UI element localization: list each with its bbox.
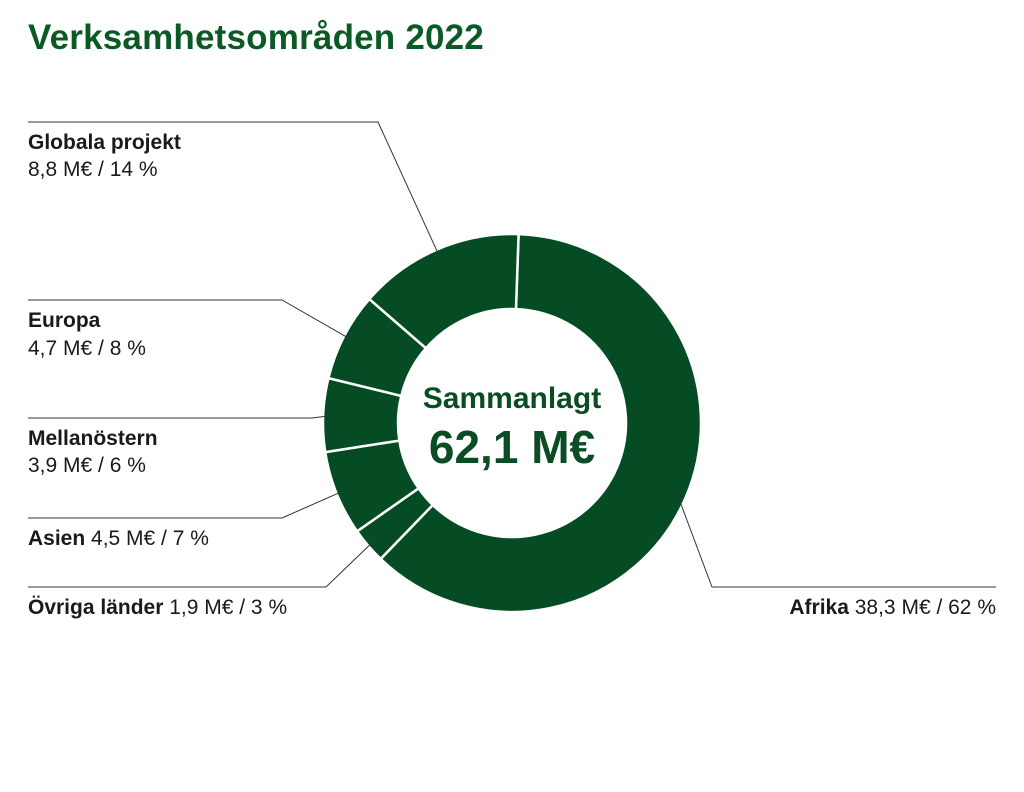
slice-name-5: Globala projekt [28, 131, 181, 154]
leader-line-0 [676, 492, 996, 588]
slice-value-0: 38,3 M€ / 62 % [849, 596, 996, 619]
slice-label-0: Afrika 38,3 M€ / 62 % [789, 596, 996, 619]
donut-slices [321, 232, 703, 614]
slice-name-1: Övriga länder [28, 596, 163, 619]
slice-5 [367, 232, 520, 350]
slice-value-1: 1,9 M€ / 3 % [163, 596, 287, 619]
slice-name-0: Afrika [789, 596, 849, 619]
slice-0 [378, 232, 703, 614]
leader-line-3 [28, 414, 334, 419]
slice-value-3: 3,9 M€ / 6 % [28, 454, 146, 477]
leader-line-4 [28, 299, 354, 342]
slice-value-4: 4,7 M€ / 8 % [28, 337, 146, 360]
slice-name-4: Europa [28, 309, 101, 332]
slice-value-2: 4,5 M€ / 7 % [85, 527, 209, 550]
leader-line-2 [28, 489, 347, 519]
slice-label-2: Asien 4,5 M€ / 7 % [28, 527, 209, 550]
slice-name-3: Mellanöstern [28, 427, 158, 450]
leader-lines [28, 121, 996, 588]
slice-value-5: 8,8 M€ / 14 % [28, 158, 158, 181]
chart-title: Verksamhetsområden 2022 [28, 18, 484, 57]
slice-labels: Afrika 38,3 M€ / 62 % Övriga länder 1,9 M… [28, 131, 996, 619]
center-label: Sammanlagt [423, 382, 601, 415]
slice-name-2: Asien [28, 527, 85, 550]
center-total: 62,1 M€ [429, 421, 595, 473]
leader-line-5 [28, 121, 442, 260]
leader-line-1 [28, 538, 377, 588]
slice-label-1: Övriga länder 1,9 M€ / 3 % [28, 596, 287, 619]
